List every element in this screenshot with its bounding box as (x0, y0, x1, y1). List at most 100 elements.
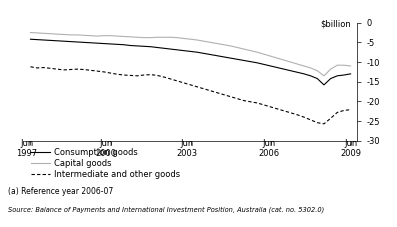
Line: Intermediate and other goods: Intermediate and other goods (31, 67, 351, 124)
Capital goods (208, 41, 213, 44)
Intermediate and other goods (275, 108, 279, 110)
Legend: Consumption goods, Capital goods, Intermediate and other goods: Consumption goods, Capital goods, Interm… (28, 145, 183, 182)
Consumption goods (181, 49, 186, 52)
Consumption goods (208, 53, 213, 56)
Intermediate and other goods (48, 67, 53, 70)
Capital goods (141, 36, 146, 39)
Capital goods (55, 33, 60, 35)
Consumption goods (202, 52, 206, 55)
Capital goods (315, 69, 320, 72)
Intermediate and other goods (28, 65, 33, 68)
Consumption goods (108, 43, 113, 45)
Intermediate and other goods (168, 78, 173, 80)
Capital goods (348, 65, 353, 67)
Consumption goods (128, 44, 133, 47)
Consumption goods (341, 74, 346, 76)
Capital goods (262, 53, 266, 56)
Capital goods (88, 34, 93, 37)
Text: Jun
2000: Jun 2000 (95, 139, 116, 158)
Capital goods (308, 67, 313, 69)
Consumption goods (268, 65, 273, 67)
Consumption goods (168, 48, 173, 50)
Intermediate and other goods (255, 102, 260, 104)
Capital goods (175, 36, 179, 39)
Consumption goods (308, 74, 313, 77)
Intermediate and other goods (141, 74, 146, 76)
Text: Jun
2009: Jun 2009 (340, 139, 361, 158)
Consumption goods (155, 46, 160, 49)
Consumption goods (55, 39, 60, 42)
Intermediate and other goods (281, 109, 286, 112)
Consumption goods (281, 68, 286, 71)
Capital goods (35, 32, 40, 34)
Intermediate and other goods (268, 106, 273, 108)
Consumption goods (302, 72, 306, 75)
Intermediate and other goods (128, 74, 133, 77)
Intermediate and other goods (81, 68, 86, 71)
Consumption goods (262, 63, 266, 66)
Capital goods (335, 64, 340, 67)
Intermediate and other goods (135, 74, 140, 77)
Intermediate and other goods (108, 72, 113, 74)
Consumption goods (35, 38, 40, 41)
Capital goods (215, 42, 220, 45)
Consumption goods (48, 39, 53, 42)
Capital goods (341, 64, 346, 67)
Consumption goods (222, 56, 226, 58)
Intermediate and other goods (115, 73, 119, 76)
Consumption goods (275, 66, 279, 69)
Consumption goods (315, 77, 320, 80)
Intermediate and other goods (262, 104, 266, 106)
Intermediate and other goods (102, 71, 106, 73)
Consumption goods (81, 41, 86, 44)
Capital goods (302, 65, 306, 67)
Text: Jun
2006: Jun 2006 (258, 139, 279, 158)
Consumption goods (241, 59, 246, 62)
Intermediate and other goods (148, 73, 153, 76)
Capital goods (188, 38, 193, 41)
Capital goods (235, 46, 240, 49)
Consumption goods (68, 40, 73, 43)
Capital goods (168, 36, 173, 39)
Intermediate and other goods (188, 84, 193, 86)
Consumption goods (235, 58, 240, 61)
Intermediate and other goods (328, 117, 333, 120)
Consumption goods (255, 62, 260, 64)
Intermediate and other goods (95, 70, 100, 72)
Intermediate and other goods (175, 80, 179, 82)
Intermediate and other goods (121, 74, 126, 76)
Consumption goods (335, 74, 340, 77)
Intermediate and other goods (181, 81, 186, 84)
Intermediate and other goods (322, 122, 326, 125)
Intermediate and other goods (341, 109, 346, 112)
Capital goods (108, 34, 113, 37)
Capital goods (281, 59, 286, 62)
Intermediate and other goods (248, 100, 253, 103)
Consumption goods (121, 43, 126, 46)
Capital goods (128, 35, 133, 38)
Intermediate and other goods (75, 68, 79, 71)
Text: Jun
1997: Jun 1997 (17, 139, 38, 158)
Capital goods (81, 34, 86, 37)
Capital goods (48, 32, 53, 35)
Consumption goods (135, 44, 140, 47)
Consumption goods (188, 50, 193, 53)
Intermediate and other goods (202, 87, 206, 90)
Intermediate and other goods (68, 68, 73, 71)
Capital goods (121, 35, 126, 38)
Capital goods (268, 55, 273, 57)
Consumption goods (102, 42, 106, 45)
Consumption goods (175, 49, 179, 51)
Capital goods (115, 35, 119, 37)
Capital goods (68, 34, 73, 36)
Intermediate and other goods (215, 91, 220, 94)
Consumption goods (328, 77, 333, 80)
Capital goods (181, 37, 186, 40)
Capital goods (228, 44, 233, 47)
Capital goods (102, 34, 106, 37)
Capital goods (241, 48, 246, 50)
Capital goods (275, 57, 279, 59)
Line: Capital goods: Capital goods (31, 32, 351, 76)
Consumption goods (75, 41, 79, 43)
Consumption goods (322, 84, 326, 86)
